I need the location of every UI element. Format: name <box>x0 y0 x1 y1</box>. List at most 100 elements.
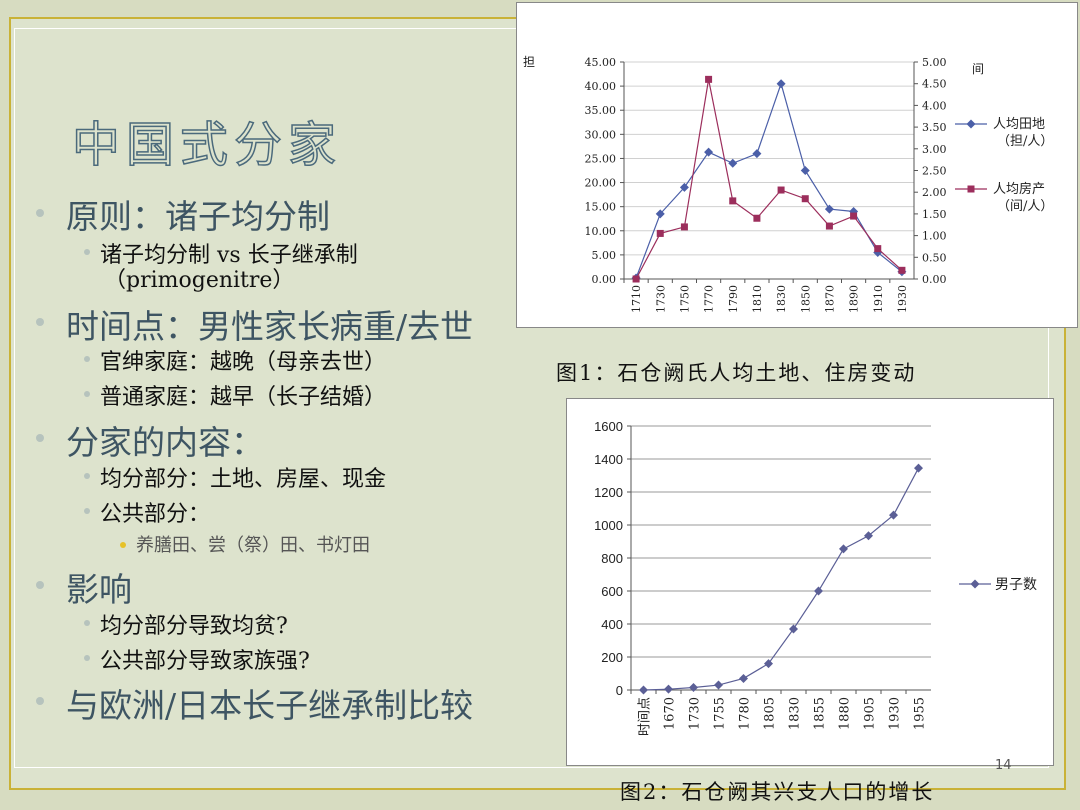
x-tick-label: 1910 <box>872 285 885 313</box>
data-point <box>752 149 762 159</box>
bullet-timing: 时间点：男性家长病重/去世 <box>66 307 474 346</box>
y-tick-label: 400 <box>601 617 623 632</box>
y-left-tick-label: 35.00 <box>585 104 617 117</box>
legend-label: 男子数 <box>995 577 1037 593</box>
data-point <box>824 204 834 214</box>
bullet-dot <box>36 209 44 217</box>
legend-marker <box>970 579 980 589</box>
y-tick-label: 800 <box>601 551 623 566</box>
data-point <box>753 214 761 222</box>
bullet-impact: 影响 <box>66 570 132 609</box>
bullet-dot <box>36 434 44 442</box>
figure2-caption: 图2：石仓阙其兴支人口的增长 <box>620 780 935 804</box>
y-tick-label: 1400 <box>594 452 623 467</box>
bullet-dot <box>84 620 90 626</box>
y-right-tick-label: 4.50 <box>922 78 947 91</box>
x-tick-label: 时间点 <box>638 697 653 736</box>
y-left-tick-label: 40.00 <box>585 80 617 93</box>
data-point <box>728 158 738 168</box>
data-point <box>729 197 737 205</box>
bullet-sub: 官绅家庭：越晚（母亲去世） <box>100 350 387 375</box>
data-point <box>656 229 664 237</box>
x-tick-label: 1930 <box>896 285 909 313</box>
data-point <box>764 659 773 669</box>
x-tick-label: 1890 <box>848 285 861 313</box>
x-tick-label: 1955 <box>913 697 928 730</box>
legend-label: （担/人） <box>997 134 1053 149</box>
bullet-dot <box>36 581 44 589</box>
y-right-tick-label: 3.50 <box>922 121 947 134</box>
bullet-compare: 与欧洲/日本长子继承制比较 <box>66 686 474 725</box>
x-tick-label: 1810 <box>751 285 764 313</box>
series-line <box>635 81 903 279</box>
y-left-tick-label: 15.00 <box>585 201 617 214</box>
data-point <box>874 245 882 253</box>
data-point <box>776 79 786 89</box>
y-right-tick-label: 4.00 <box>922 99 947 112</box>
bullet-dot <box>84 473 90 479</box>
data-point <box>639 685 648 695</box>
plot-area <box>623 61 915 280</box>
legend-marker <box>967 185 975 193</box>
page-number: 14 <box>995 758 1012 773</box>
data-point <box>800 166 810 175</box>
data-point <box>739 673 748 683</box>
data-point <box>914 463 923 473</box>
bullet-dot <box>84 356 90 362</box>
bullet-principle: 原则：诸子均分制 <box>66 197 330 236</box>
series-line <box>635 79 903 280</box>
y-right-tick-label: 3.00 <box>922 143 947 156</box>
data-point <box>898 266 906 274</box>
x-tick-label: 1905 <box>863 697 878 730</box>
data-point <box>704 147 714 157</box>
y-tick-label: 1000 <box>594 518 623 533</box>
x-tick-label: 1780 <box>738 697 753 730</box>
bullet-content: 分家的内容： <box>66 423 264 462</box>
y-left-tick-label: 25.00 <box>585 152 617 165</box>
data-point <box>632 275 640 283</box>
x-tick-label: 1855 <box>813 697 828 730</box>
y-right-tick-label: 5.00 <box>922 56 947 69</box>
bullet-dot <box>36 697 44 705</box>
bullet-dot <box>84 655 90 661</box>
x-tick-label: 1755 <box>713 697 728 730</box>
bullet-sub: 均分部分：土地、房屋、现金 <box>100 467 387 492</box>
x-tick-label: 1930 <box>888 697 903 730</box>
land-housing-chart: 0.00 5.00 10.00 15.00 20.00 25.00 30.00 35.00 40… <box>523 55 1053 313</box>
population-chart: 0 200 400 600 800 1000 1200 1400 1600 时间点 1670 1730… <box>594 419 1037 736</box>
data-point <box>705 75 713 83</box>
y-left-tick-label: 0.00 <box>592 273 617 286</box>
y-tick-label: 1200 <box>594 485 623 500</box>
bullet-dot <box>84 508 90 514</box>
bullet-dot <box>84 391 90 397</box>
bullet-sub: 普通家庭：越早（长子结婚） <box>100 385 387 410</box>
y-tick-label: 1600 <box>594 419 623 434</box>
legend-label: 人均田地 <box>993 117 1045 132</box>
y-right-axis-label: 间 <box>972 62 984 76</box>
x-tick-label: 1730 <box>654 285 667 313</box>
y-tick-label: 0 <box>616 683 623 698</box>
y-tick-label: 200 <box>601 650 623 665</box>
legend-marker <box>966 119 976 129</box>
y-tick-label: 600 <box>601 584 623 599</box>
x-tick-label: 1830 <box>775 285 788 313</box>
bullet-sub: 公共部分导致家族强? <box>100 649 310 674</box>
x-tick-label: 1830 <box>788 697 803 730</box>
data-point <box>664 684 673 694</box>
bullet-sub: 公共部分： <box>100 502 211 527</box>
data-point <box>864 531 873 541</box>
bullet-dot <box>36 318 44 326</box>
y-right-tick-label: 0.50 <box>922 251 947 264</box>
x-tick-label: 1750 <box>678 285 691 313</box>
data-point <box>850 212 858 220</box>
bullet-sub: （primogenitre） <box>104 268 295 293</box>
y-left-tick-label: 45.00 <box>585 56 617 69</box>
x-tick-label: 1710 <box>630 285 643 313</box>
y-left-tick-label: 10.00 <box>585 225 617 238</box>
data-point <box>839 544 848 554</box>
slide-title: 中国式分家 <box>71 116 343 174</box>
bullet-dot <box>84 249 90 255</box>
bullet-dot <box>120 542 126 548</box>
y-left-tick-label: 30.00 <box>585 128 617 141</box>
x-tick-label: 1805 <box>763 697 778 730</box>
